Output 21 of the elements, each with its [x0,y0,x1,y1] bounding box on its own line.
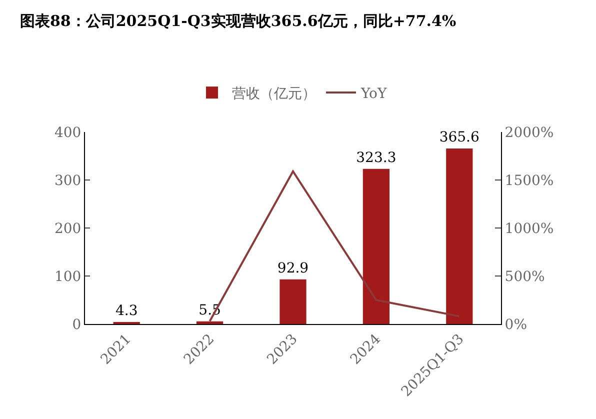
y2-tick-label: 2000% [504,124,554,141]
chart-title: 图表88：公司2025Q1-Q3实现营收365.6亿元，同比+77.4% [19,11,458,32]
y-tick-label: 100 [54,268,82,285]
y2-tick-label: 500% [504,268,545,285]
bar [446,148,473,324]
bar [196,321,224,324]
bar [362,168,390,324]
bar [280,279,306,324]
y-tick-label: 400 [54,124,82,141]
y-tick-label: 0 [72,316,82,333]
y2-tick-label: 1000% [504,220,554,237]
y-tick-label: 200 [54,220,82,237]
y2-tick-label: 0% [504,316,528,333]
data-label: 323.3 [356,150,396,166]
y-tick-label: 300 [54,172,82,189]
legend-label: 营收（亿元） [232,86,316,102]
data-label: 365.6 [439,130,480,146]
legend-label: YoY [360,86,388,102]
data-label: 4.3 [115,302,138,319]
y2-tick-label: 1500% [504,172,554,189]
data-label: 92.9 [277,260,309,276]
